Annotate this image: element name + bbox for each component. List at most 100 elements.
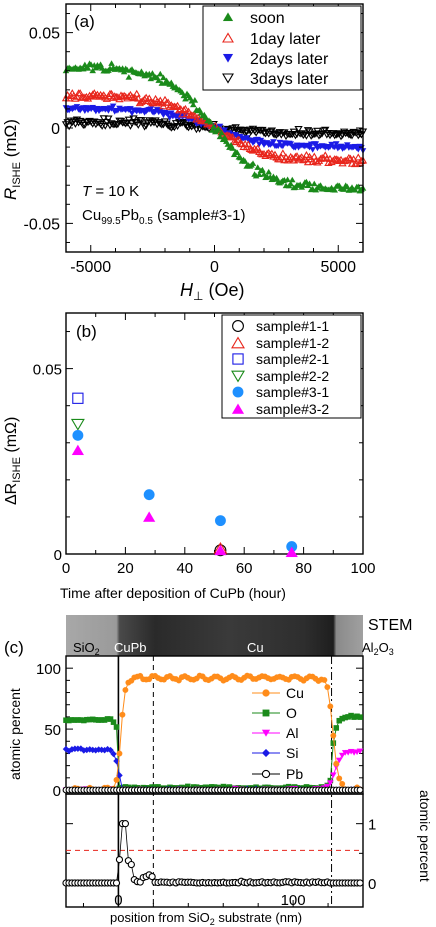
panel-b-legend-label-2-1: sample#2-1 — [256, 351, 329, 367]
panel-a-point-1 — [174, 106, 184, 114]
panel-b-frame — [65, 312, 364, 555]
panel-b-data-marks — [70, 392, 298, 557]
panel-a-point-3 — [99, 115, 108, 123]
panel-b-legend-box — [221, 314, 362, 419]
panel-a-point-1 — [295, 154, 305, 162]
panel-a-point-2 — [109, 103, 117, 110]
panel-b-x-tick-label: 80 — [295, 560, 312, 577]
panel-c-point-Cu — [330, 732, 337, 739]
panel-a-point-3 — [68, 119, 77, 127]
panel-c-upper-y-tick-label: 0 — [53, 783, 61, 800]
panel-a-point-3 — [64, 123, 74, 131]
panel-a-point-0 — [287, 180, 295, 187]
panel-a-point-1 — [335, 156, 344, 165]
panel-a-point-1 — [163, 98, 173, 106]
panel-a-x-axis-label: H⊥ (Oe) — [180, 280, 244, 303]
panel-a-point-1 — [101, 93, 110, 101]
panel-c-upper-y-axis-label: atomic percent — [7, 688, 23, 780]
panel-a-y-tick-label: 0 — [51, 121, 60, 138]
panel-c-upper-y-tick-label: 50 — [44, 722, 61, 739]
panel-a-point-0 — [299, 182, 307, 188]
panel-a-point-0 — [229, 145, 236, 151]
panel-a-point-1 — [173, 101, 182, 109]
panel-b-axes: 0 20 40 60 80 100 0 0.05 — [33, 313, 376, 577]
panel-a-point-0 — [216, 133, 224, 140]
panel-a-point-3 — [294, 125, 303, 134]
panel-a-point-1 — [278, 149, 288, 157]
panel-a-point-1 — [302, 150, 311, 159]
panel-b-x-tick-label: 0 — [62, 560, 70, 577]
panel-a-point-2 — [270, 139, 277, 145]
panel-a: -5000 0 5000 0.05 0 -0.05 (a) T = 10 K Cu99.5… — [1, 3, 368, 303]
panel-a-data-marks — [61, 60, 368, 194]
panel-a-sample-annotation: Cu99.5Pb0.5 (sample#3-1) — [82, 207, 245, 227]
panel-a-point-0 — [306, 180, 313, 187]
panel-c-point-O — [107, 716, 114, 722]
panel-a-point-1 — [344, 153, 354, 161]
panel-c-line-Cu — [66, 675, 361, 791]
panel-a-point-0 — [288, 176, 296, 183]
panel-a-point-0 — [189, 101, 197, 108]
panel-c-point-Cu — [339, 781, 346, 787]
panel-a-temperature: T = 10 K — [82, 183, 139, 200]
panel-a-point-0 — [310, 180, 318, 187]
panel-b-point-4 — [214, 515, 226, 527]
panel-a-legend-marker-2 — [222, 53, 234, 63]
panel-a-point-3 — [272, 131, 281, 139]
panel-a-point-0 — [284, 176, 291, 183]
panel-b-legend-label-1-1: sample#1-1 — [256, 318, 329, 334]
panel-a-point-3 — [306, 132, 316, 140]
panel-a-point-3 — [71, 120, 80, 128]
panel-b-legend-markers — [231, 320, 245, 414]
panel-b-point-5 — [71, 444, 84, 456]
panel-a-point-0 — [354, 183, 362, 190]
panel-a-point-3 — [269, 130, 278, 138]
panel-a-point-1 — [171, 102, 181, 111]
panel-c-point-Pb-lower — [115, 855, 124, 864]
panel-c-point-Cu — [116, 750, 123, 757]
panel-a-point-3 — [302, 132, 311, 140]
panel-c-legend-label-pb: Pb — [286, 766, 303, 782]
panel-c-legend-markers — [252, 689, 280, 779]
panel-b-y-axis-label: ΔRISHE (mΩ) — [3, 417, 23, 505]
panel-a-point-0 — [84, 65, 92, 71]
panel-a-point-1 — [291, 152, 300, 160]
panel-b-legend: sample#1-1 sample#1-2 sample#2-1 sample#… — [221, 314, 362, 419]
panel-a-y-axis-label: RISHE (mΩ) — [1, 119, 23, 200]
panel-c-point-O — [333, 725, 340, 731]
panel-a-legend-marker-3 — [222, 73, 234, 84]
panel-a-point-3 — [104, 115, 113, 123]
panel-a-label: (a) — [74, 12, 95, 31]
panel-a-point-0 — [351, 186, 359, 193]
panel-a-point-0 — [156, 70, 164, 77]
panel-c-point-Al — [335, 757, 343, 764]
panel-b-legend-label-3-2: sample#3-2 — [256, 401, 329, 417]
region-label-al2o3: Al2O3 — [362, 640, 394, 657]
panel-b-legend-label-1-2: sample#1-2 — [256, 335, 329, 351]
panel-b-x-tick-label: 100 — [350, 560, 375, 577]
panel-a-point-2 — [309, 147, 317, 153]
panel-b-x-tick-label: 40 — [176, 560, 193, 577]
panel-a-point-1 — [190, 111, 200, 119]
panel-a-point-1 — [178, 110, 187, 118]
panel-c-point-Cu — [113, 776, 120, 783]
panel-b-legend-marker-0 — [232, 320, 244, 332]
region-label-cu: Cu — [247, 640, 264, 655]
panel-c-point-Al — [356, 748, 364, 755]
panel-c-point-Si — [62, 745, 70, 753]
panel-a-point-3 — [170, 124, 179, 132]
panel-c-legend-marker-0 — [262, 689, 270, 697]
panel-b-legend-marker-2 — [232, 353, 244, 365]
panel-c-point-Pb-lower — [148, 872, 156, 881]
panel-a-legend-label-2days: 2days later — [250, 51, 329, 68]
panel-c: (c) STEM SiO2 CuPb Cu Al2O3 010005010001… — [4, 615, 433, 927]
panel-c-point-O — [330, 740, 337, 746]
panel-a-point-3 — [173, 122, 182, 131]
panel-a-legend-marker-0 — [222, 12, 234, 22]
panel-a-point-3 — [303, 127, 313, 135]
panel-a-point-1 — [228, 133, 237, 141]
panel-a-point-1 — [179, 105, 189, 113]
panel-b-x-tick-label: 20 — [117, 560, 134, 577]
panel-a-point-1 — [245, 144, 255, 152]
panel-a-point-1 — [289, 156, 299, 164]
